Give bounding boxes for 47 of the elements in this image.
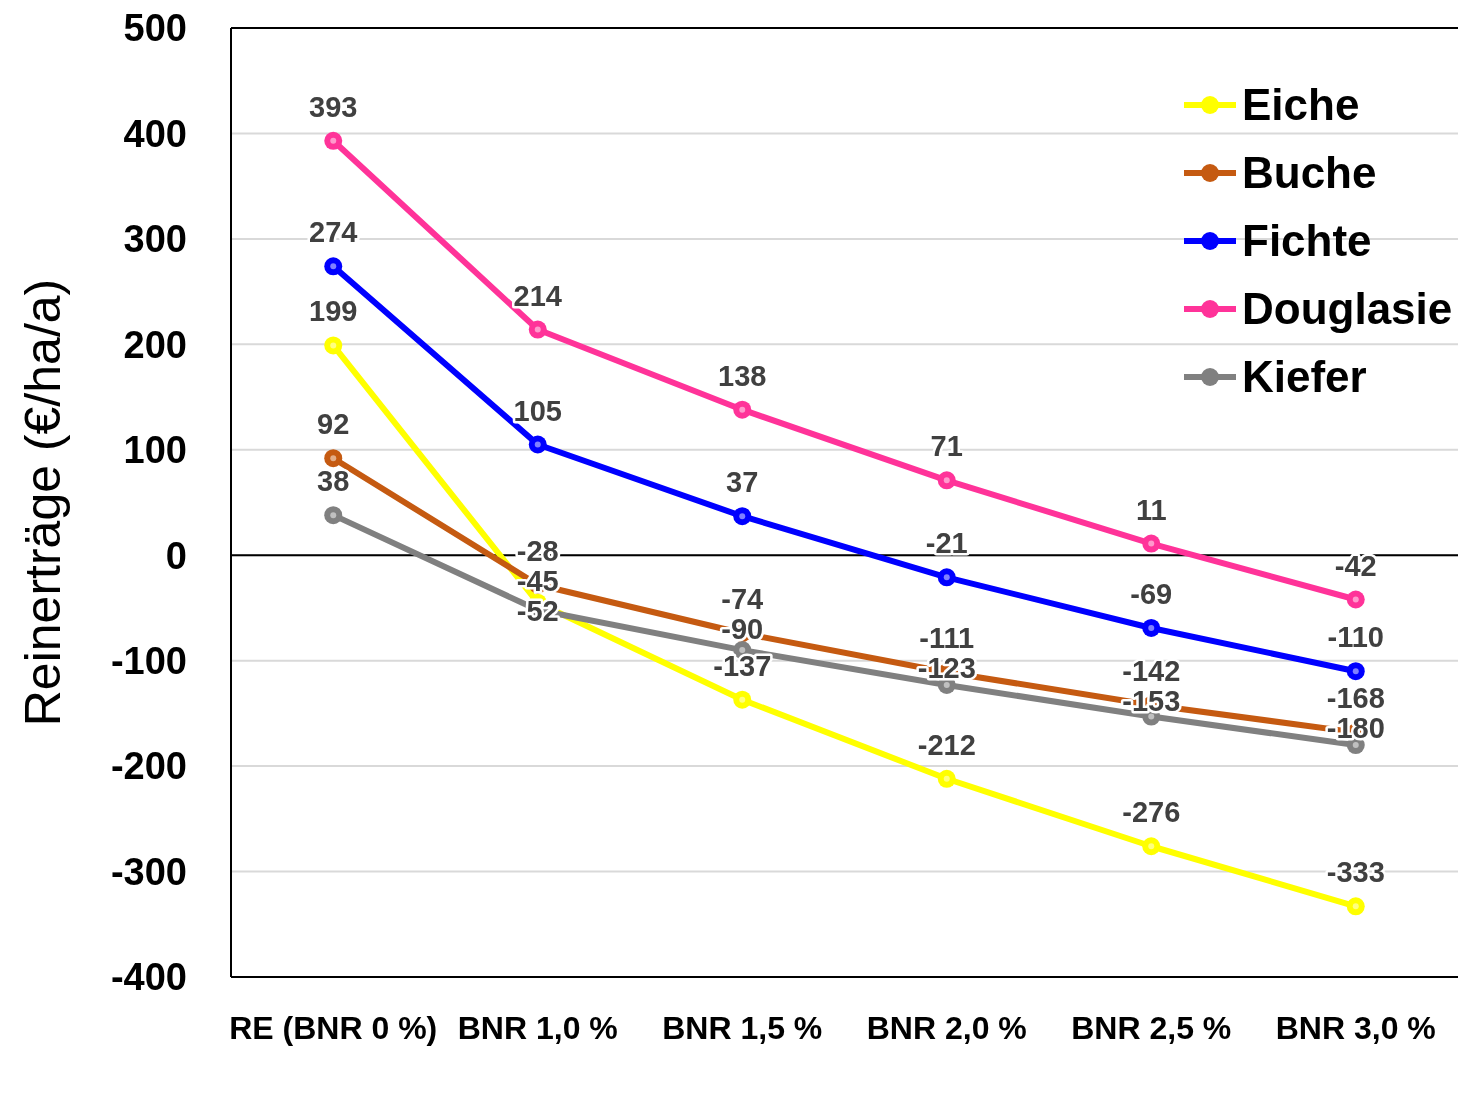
legend-label: Fichte [1242, 216, 1372, 266]
data-label: 105 [513, 394, 562, 427]
y-tick-label: 200 [123, 323, 187, 366]
y-tick-label: -100 [110, 639, 187, 682]
data-label: -110 [1327, 621, 1384, 654]
y-tick-label: 0 [165, 534, 187, 577]
data-label: 214 [513, 279, 562, 312]
data-label: -168 [1326, 682, 1385, 715]
data-label: 199 [309, 295, 358, 328]
x-tick-label: BNR 1,0 % [457, 1010, 618, 1046]
y-tick-label: -400 [110, 956, 187, 999]
data-label: -142 [1122, 654, 1181, 687]
data-label: -21 [925, 527, 968, 560]
y-tick-label: 400 [123, 112, 187, 155]
x-tick-label: BNR 2,0 % [866, 1010, 1027, 1046]
data-label: -333 [1326, 856, 1385, 889]
y-tick-label: 300 [123, 218, 187, 261]
y-tick-label: -300 [110, 850, 187, 893]
legend-label: Kiefer [1242, 352, 1367, 402]
data-label: -153 [1122, 684, 1181, 717]
data-label: -137 [713, 649, 772, 682]
data-label: 393 [309, 90, 358, 123]
y-tick-label: -200 [110, 745, 187, 788]
legend-label: Eiche [1242, 80, 1360, 130]
y-axis-title: Reinerträge (€/ha/a) [15, 278, 71, 727]
data-label: 11 [1135, 493, 1167, 526]
data-label: -69 [1130, 577, 1173, 610]
data-label: -276 [1122, 796, 1181, 829]
x-tick-label: RE (BNR 0 %) [229, 1010, 438, 1046]
data-label: -74 [721, 583, 764, 616]
legend-label: Douglasie [1242, 284, 1453, 334]
x-tick-label: BNR 3,0 % [1275, 1010, 1436, 1046]
legend-label: Buche [1242, 148, 1377, 198]
y-tick-label: 100 [123, 429, 187, 472]
data-label: -123 [917, 652, 976, 685]
data-label: 71 [930, 430, 963, 463]
data-label: 37 [726, 466, 759, 499]
data-label: 274 [309, 216, 358, 249]
x-tick-label: BNR 1,5 % [662, 1010, 823, 1046]
data-label: -111 [919, 622, 975, 655]
y-tick-label: 500 [123, 7, 187, 50]
data-label: 138 [718, 359, 767, 392]
data-label: -212 [917, 728, 976, 761]
data-label: -42 [1334, 549, 1377, 582]
data-label: 38 [317, 465, 350, 498]
x-tick-label: BNR 2,5 % [1071, 1010, 1232, 1046]
data-label: 92 [317, 408, 350, 441]
